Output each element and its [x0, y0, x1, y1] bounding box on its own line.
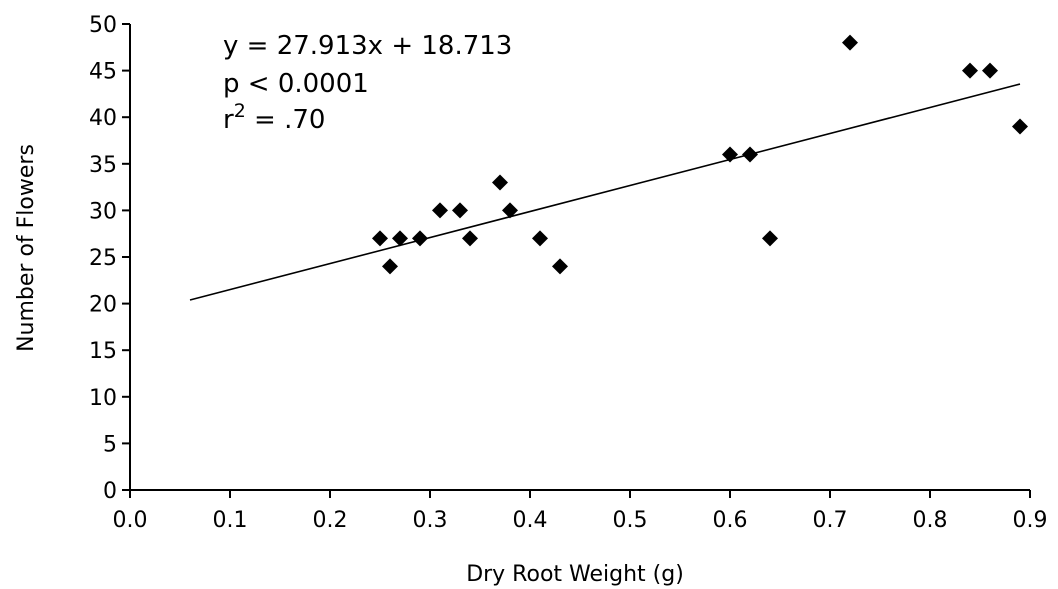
- x-tick-label: 0.2: [313, 508, 348, 533]
- x-axis-ticks: 0.0 0.1 0.2 0.3 0.4 0.5 0.6 0.7 0.8 0.9: [113, 490, 1048, 533]
- equation-annotation: y = 27.913x + 18.713: [223, 31, 512, 61]
- data-point: [762, 230, 778, 247]
- y-axis-title: Number of Flowers: [14, 144, 39, 352]
- x-tick-label: 0.3: [413, 508, 448, 533]
- data-point: [502, 202, 518, 219]
- x-tick-label: 0.7: [813, 508, 848, 533]
- r-squared-value: = .70: [246, 105, 326, 135]
- r-squared-superscript: 2: [234, 100, 246, 122]
- data-point: [962, 62, 978, 79]
- data-point: [492, 174, 508, 191]
- data-point: [1012, 118, 1028, 135]
- x-tick-label: 0.5: [613, 508, 648, 533]
- y-tick-label: 15: [89, 339, 117, 364]
- x-tick-label: 0.6: [713, 508, 748, 533]
- y-tick-label: 45: [89, 60, 117, 85]
- data-point: [432, 202, 448, 219]
- y-tick-label: 35: [89, 153, 117, 178]
- y-tick-label: 50: [89, 13, 117, 38]
- data-point: [382, 258, 398, 275]
- data-point: [742, 146, 758, 163]
- x-axis-title: Dry Root Weight (g): [466, 562, 684, 587]
- data-point: [412, 230, 428, 247]
- y-tick-label: 30: [89, 199, 117, 224]
- x-tick-label: 0.0: [113, 508, 148, 533]
- x-tick-label: 0.9: [1013, 508, 1048, 533]
- y-tick-label: 20: [89, 293, 117, 318]
- y-tick-label: 10: [89, 386, 117, 411]
- x-tick-label: 0.8: [913, 508, 948, 533]
- y-tick-label: 0: [103, 479, 117, 504]
- data-point: [452, 202, 468, 219]
- r-squared-base: r: [223, 105, 234, 135]
- x-tick-label: 0.1: [213, 508, 248, 533]
- data-points: [372, 34, 1028, 275]
- y-tick-label: 5: [103, 432, 117, 457]
- data-point: [982, 62, 998, 79]
- x-tick-label: 0.4: [513, 508, 548, 533]
- data-point: [842, 34, 858, 51]
- y-tick-label: 40: [89, 106, 117, 131]
- p-value-annotation: p < 0.0001: [223, 69, 369, 99]
- data-point: [532, 230, 548, 247]
- data-point: [372, 230, 388, 247]
- r-squared-annotation: r2 = .70: [223, 100, 325, 135]
- data-point: [392, 230, 408, 247]
- data-point: [722, 146, 738, 163]
- y-axis-ticks: 0 5 10 15 20 25 30 35 40 45 50: [89, 13, 130, 504]
- data-point: [552, 258, 568, 275]
- data-point: [462, 230, 478, 247]
- y-tick-label: 25: [89, 246, 117, 271]
- trend-line: [189, 83, 1021, 301]
